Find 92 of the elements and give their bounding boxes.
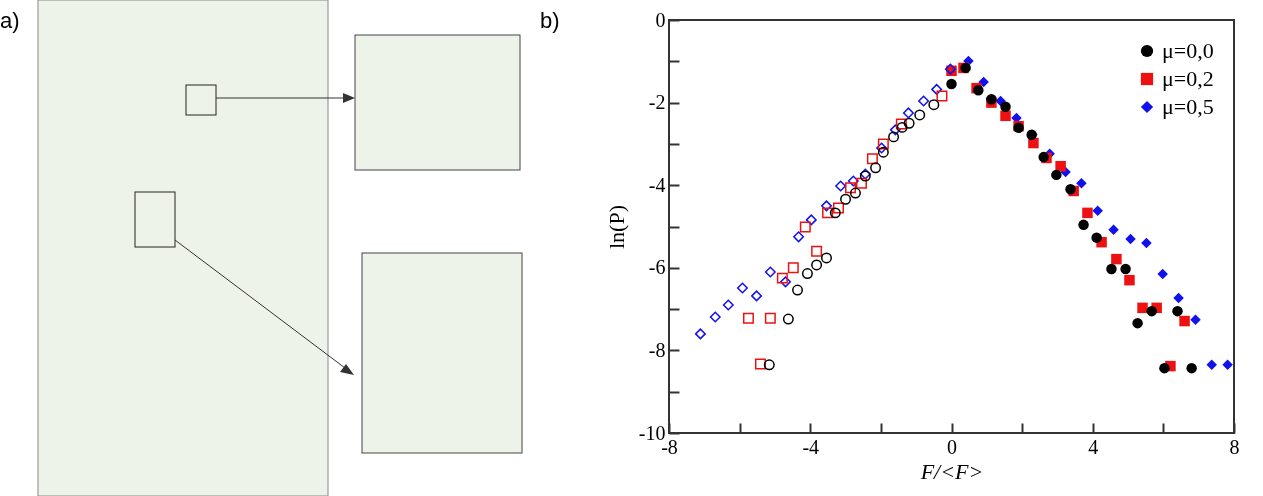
x-tick-label: -4: [802, 435, 820, 458]
point: [821, 200, 832, 212]
text: b): [540, 8, 560, 34]
point: [914, 109, 926, 121]
point: [754, 358, 766, 370]
point: [888, 131, 900, 143]
point: [870, 162, 882, 174]
point: [751, 290, 763, 302]
point: [792, 284, 804, 296]
point: [811, 259, 823, 271]
point: [722, 299, 734, 311]
point: [763, 359, 775, 371]
point: [821, 252, 832, 264]
text: a): [0, 8, 20, 34]
y-tick-label: -6: [648, 256, 666, 279]
point: [1132, 317, 1143, 329]
point: [877, 138, 889, 150]
point: [1076, 177, 1087, 189]
point: [829, 207, 841, 219]
point: [1141, 237, 1152, 249]
point: [835, 180, 847, 192]
point: [787, 262, 799, 274]
point: [918, 95, 930, 107]
point: [742, 312, 754, 324]
y-axis-title: ln(P): [603, 205, 629, 249]
point: [902, 107, 914, 119]
point: [1055, 160, 1066, 172]
point: [936, 90, 948, 102]
point: [1125, 233, 1136, 245]
point: [833, 202, 844, 214]
point: [793, 231, 805, 243]
point: [1000, 101, 1011, 112]
point: [1159, 362, 1170, 374]
point: [1206, 359, 1217, 371]
point: [801, 268, 813, 280]
y-tick-label: -8: [648, 338, 666, 361]
point: [1222, 359, 1233, 371]
point: [840, 193, 852, 205]
point: [764, 266, 776, 278]
point: [1082, 207, 1093, 219]
legend-label: μ=0,2: [1162, 66, 1214, 91]
point: [1000, 110, 1011, 122]
point: [845, 182, 856, 194]
y-tick-label: -2: [648, 91, 666, 114]
point: [1120, 263, 1131, 275]
point: [1157, 268, 1168, 280]
y-tick-label: 0: [655, 8, 666, 31]
point: [1172, 305, 1183, 317]
point: [776, 272, 788, 284]
point: [855, 177, 867, 189]
point: [1186, 362, 1197, 374]
point: [866, 153, 878, 165]
y-tick-label: -4: [648, 173, 666, 196]
point: [1146, 305, 1157, 317]
point: [1137, 302, 1148, 314]
point: [1108, 224, 1119, 236]
point: [1051, 169, 1062, 181]
point: [709, 311, 721, 323]
point: [876, 142, 888, 154]
point: [877, 146, 889, 158]
x-axis-title: F/<F>: [919, 458, 984, 484]
point: [822, 207, 834, 219]
point: [1111, 253, 1122, 265]
point: [903, 117, 915, 129]
point: [928, 99, 940, 111]
legend-label: μ=0,0: [1162, 38, 1214, 63]
x-tick-label: 0: [947, 435, 957, 458]
point: [799, 221, 811, 233]
x-tick-label: 4: [1088, 435, 1099, 458]
point: [1091, 232, 1102, 243]
point: [1190, 314, 1201, 326]
point: [1179, 315, 1190, 327]
point: [1173, 292, 1184, 304]
y-tick-label: -10: [638, 421, 666, 444]
point: [694, 328, 706, 340]
point: [1092, 205, 1103, 217]
point: [931, 83, 943, 95]
point: [889, 124, 901, 136]
point: [1106, 263, 1117, 275]
point: [780, 276, 792, 288]
point: [946, 78, 957, 90]
point: [1078, 219, 1089, 231]
point: [811, 245, 823, 257]
point: [736, 282, 748, 294]
point: [782, 313, 794, 325]
point: [764, 312, 776, 324]
point: [849, 187, 861, 199]
legend-label: μ=0,5: [1162, 94, 1214, 119]
point: [1124, 274, 1135, 286]
point: [847, 175, 859, 187]
point: [805, 214, 817, 226]
x-tick-label: 8: [1229, 435, 1240, 458]
